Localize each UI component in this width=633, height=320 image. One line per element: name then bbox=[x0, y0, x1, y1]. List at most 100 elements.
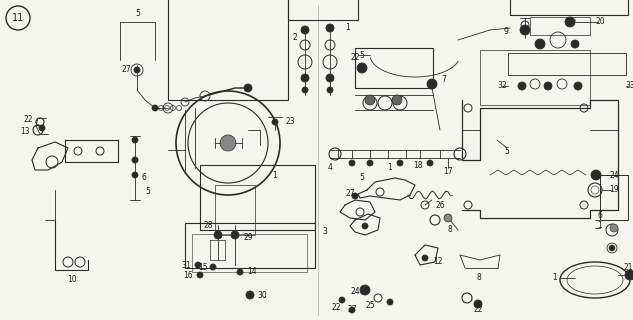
Text: 19: 19 bbox=[609, 186, 619, 195]
Circle shape bbox=[544, 82, 552, 90]
Bar bbox=[355, 48, 433, 88]
Bar bbox=[600, 175, 628, 220]
Circle shape bbox=[132, 172, 138, 178]
Text: 1: 1 bbox=[553, 274, 558, 283]
Bar bbox=[508, 53, 626, 75]
Text: 5: 5 bbox=[360, 51, 365, 60]
Text: 23: 23 bbox=[285, 117, 295, 126]
Text: 18: 18 bbox=[413, 161, 423, 170]
Text: 27: 27 bbox=[345, 188, 355, 197]
Text: 24: 24 bbox=[350, 287, 360, 297]
Text: 5: 5 bbox=[505, 148, 510, 156]
Text: 27: 27 bbox=[347, 306, 357, 315]
Text: 26: 26 bbox=[436, 201, 445, 210]
Circle shape bbox=[327, 87, 333, 93]
Text: 32: 32 bbox=[497, 82, 507, 91]
Text: 21: 21 bbox=[624, 262, 633, 271]
Text: 31: 31 bbox=[181, 260, 191, 269]
Bar bbox=[200, 165, 315, 230]
Circle shape bbox=[195, 262, 201, 268]
Text: 4: 4 bbox=[327, 164, 332, 172]
Circle shape bbox=[134, 67, 140, 73]
Circle shape bbox=[301, 26, 309, 34]
Text: 7: 7 bbox=[442, 76, 446, 84]
Text: 2: 2 bbox=[292, 34, 298, 43]
Circle shape bbox=[520, 25, 530, 35]
Circle shape bbox=[397, 160, 403, 166]
Circle shape bbox=[237, 269, 243, 275]
Text: 13: 13 bbox=[20, 127, 30, 137]
Text: 22: 22 bbox=[23, 116, 33, 124]
Text: 33: 33 bbox=[625, 82, 633, 91]
Text: 1: 1 bbox=[598, 220, 603, 229]
Circle shape bbox=[427, 160, 433, 166]
Circle shape bbox=[444, 214, 452, 222]
Circle shape bbox=[474, 300, 482, 308]
Circle shape bbox=[231, 231, 239, 239]
Circle shape bbox=[220, 135, 236, 151]
Text: 29: 29 bbox=[243, 234, 253, 243]
Circle shape bbox=[349, 160, 355, 166]
Text: 11: 11 bbox=[12, 13, 24, 23]
Text: 22: 22 bbox=[473, 306, 483, 315]
Circle shape bbox=[365, 95, 375, 105]
Circle shape bbox=[197, 272, 203, 278]
Text: 1: 1 bbox=[346, 23, 351, 33]
Circle shape bbox=[326, 74, 334, 82]
Circle shape bbox=[427, 79, 437, 89]
Text: 15: 15 bbox=[198, 262, 208, 271]
Circle shape bbox=[39, 125, 45, 131]
Circle shape bbox=[565, 17, 575, 27]
Bar bbox=[510, 0, 628, 15]
Text: 27: 27 bbox=[121, 66, 131, 75]
Circle shape bbox=[362, 223, 368, 229]
Bar bbox=[480, 50, 590, 105]
Text: 25: 25 bbox=[365, 300, 375, 309]
Circle shape bbox=[610, 224, 618, 232]
Text: 5: 5 bbox=[360, 173, 365, 182]
Bar bbox=[168, 0, 288, 100]
Text: 14: 14 bbox=[248, 268, 257, 276]
Text: 8: 8 bbox=[477, 274, 481, 283]
Circle shape bbox=[132, 157, 138, 163]
Text: 1: 1 bbox=[387, 164, 392, 172]
Circle shape bbox=[349, 307, 355, 313]
Text: 24: 24 bbox=[609, 171, 619, 180]
Circle shape bbox=[574, 82, 582, 90]
Circle shape bbox=[244, 84, 252, 92]
Circle shape bbox=[518, 82, 526, 90]
Circle shape bbox=[387, 299, 393, 305]
Circle shape bbox=[210, 264, 216, 270]
Text: 5: 5 bbox=[135, 10, 141, 19]
Circle shape bbox=[326, 24, 334, 32]
Bar bbox=[215, 185, 255, 235]
Text: 30: 30 bbox=[257, 291, 267, 300]
Circle shape bbox=[535, 39, 545, 49]
Text: 5: 5 bbox=[146, 188, 151, 196]
Circle shape bbox=[571, 40, 579, 48]
Text: 3: 3 bbox=[323, 228, 327, 236]
Text: 10: 10 bbox=[67, 276, 77, 284]
Circle shape bbox=[152, 105, 158, 111]
Circle shape bbox=[132, 137, 138, 143]
Circle shape bbox=[272, 119, 278, 125]
Circle shape bbox=[352, 193, 358, 199]
Text: 1: 1 bbox=[273, 171, 277, 180]
Bar bbox=[530, 17, 590, 35]
Bar bbox=[192, 234, 307, 272]
Circle shape bbox=[625, 270, 633, 280]
Text: 12: 12 bbox=[433, 258, 442, 267]
Circle shape bbox=[360, 285, 370, 295]
Text: 22: 22 bbox=[331, 303, 341, 313]
Bar bbox=[185, 223, 315, 268]
Circle shape bbox=[301, 74, 309, 82]
Text: 6: 6 bbox=[142, 173, 147, 182]
Text: 9: 9 bbox=[504, 28, 508, 36]
Circle shape bbox=[214, 231, 222, 239]
Text: 28: 28 bbox=[203, 220, 213, 229]
Circle shape bbox=[392, 95, 402, 105]
Circle shape bbox=[422, 255, 428, 261]
Circle shape bbox=[609, 245, 615, 251]
Circle shape bbox=[302, 87, 308, 93]
Text: 22: 22 bbox=[350, 53, 360, 62]
